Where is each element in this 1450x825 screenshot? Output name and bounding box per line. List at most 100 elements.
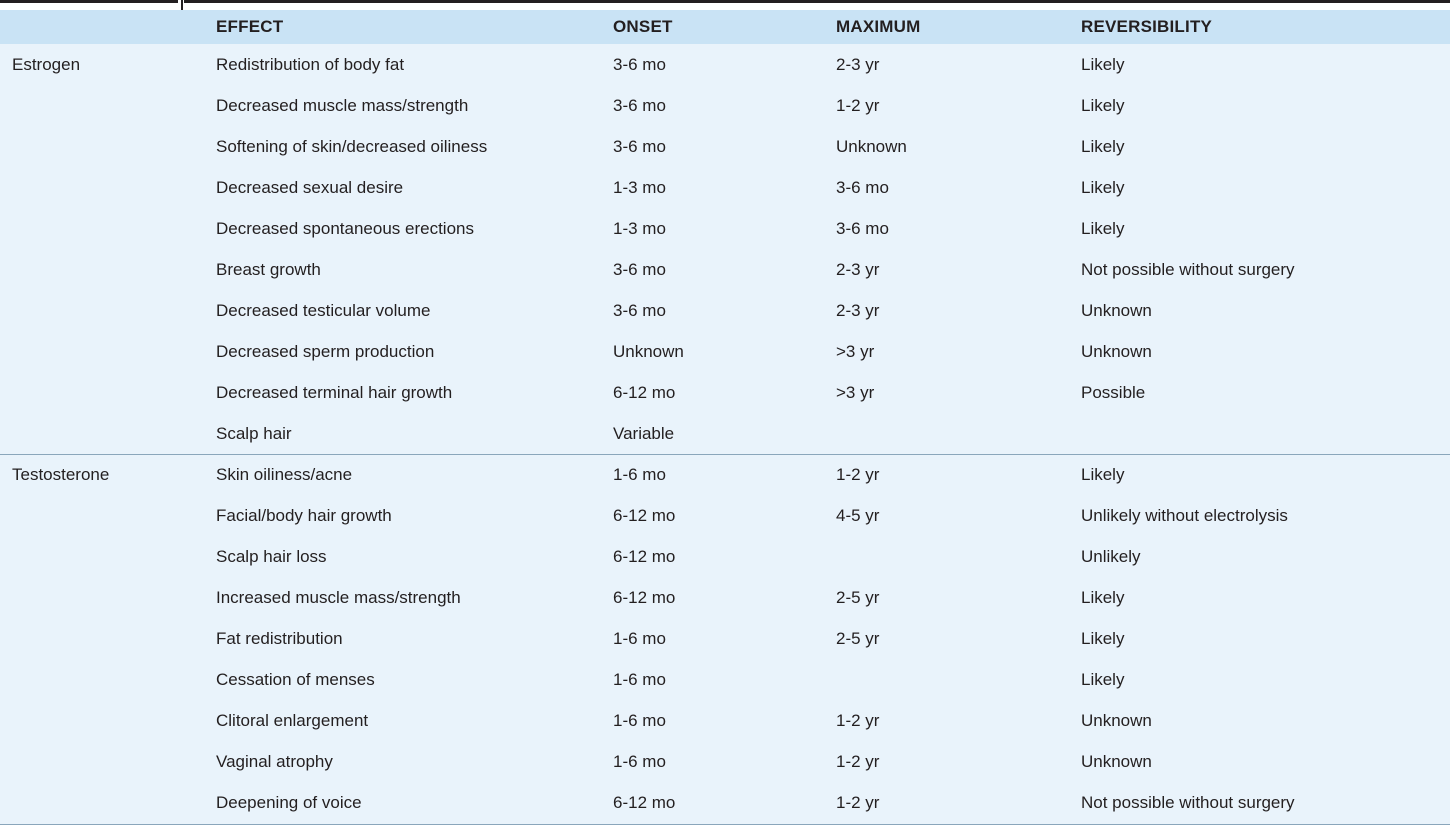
cell-maximum: Unknown: [836, 137, 907, 156]
table-row: Scalp hair loss 6-12 mo Unlikely: [0, 536, 1450, 577]
cell-onset: 6-12 mo: [613, 547, 676, 566]
table-row: Decreased sperm production Unknown >3 yr Un…: [0, 331, 1450, 372]
cell-reversibility: Not possible without surgery: [1081, 260, 1295, 279]
cell-reversibility: Likely: [1081, 178, 1125, 197]
cell-reversibility: Likely: [1081, 137, 1125, 156]
cell-onset: Unknown: [613, 342, 684, 361]
cell-reversibility: Likely: [1081, 96, 1125, 115]
table-row: Vaginal atrophy 1-6 mo 1-2 yr Unknown: [0, 741, 1450, 782]
cell-reversibility: Likely: [1081, 629, 1125, 648]
cell-maximum: 4-5 yr: [836, 506, 880, 525]
cell-reversibility: Possible: [1081, 383, 1146, 402]
cell-maximum: 2-5 yr: [836, 629, 880, 648]
cell-onset: 1-6 mo: [613, 711, 666, 730]
cell-effect: Decreased muscle mass/strength: [216, 96, 469, 115]
cell-onset: 1-3 mo: [613, 219, 666, 238]
cell-maximum: 2-5 yr: [836, 588, 880, 607]
cell-reversibility: Unlikely without electrolysis: [1081, 506, 1288, 525]
top-rule: [0, 0, 1450, 10]
cell-maximum: 2-3 yr: [836, 55, 880, 74]
cell-effect: Deepening of voice: [216, 793, 362, 812]
cell-effect: Decreased terminal hair growth: [216, 383, 453, 402]
table-row: Increased muscle mass/strength 6-12 mo 2-5…: [0, 577, 1450, 618]
cell-effect: Redistribution of body fat: [216, 55, 405, 74]
cell-effect: Fat redistribution: [216, 629, 343, 648]
cell-onset: 1-3 mo: [613, 178, 666, 197]
cell-effect: Decreased spontaneous erections: [216, 219, 474, 238]
cell-maximum: >3 yr: [836, 383, 875, 402]
cell-group: Testosterone: [12, 465, 110, 484]
header-onset: ONSET: [613, 17, 673, 36]
cell-reversibility: Not possible without surgery: [1081, 793, 1295, 812]
top-rule-left: [0, 0, 178, 3]
table-row: Decreased testicular volume 3-6 mo 2-3 yr U…: [0, 290, 1450, 331]
cell-effect: Clitoral enlargement: [216, 711, 369, 730]
cell-onset: 1-6 mo: [613, 465, 666, 484]
table-row: Breast growth 3-6 mo 2-3 yr Not possible wi…: [0, 249, 1450, 290]
table-row: Decreased terminal hair growth 6-12 mo >3 …: [0, 372, 1450, 413]
cell-effect: Vaginal atrophy: [216, 752, 333, 771]
table-row: Softening of skin/decreased oiliness 3-6 …: [0, 126, 1450, 167]
cell-reversibility: Likely: [1081, 219, 1125, 238]
cell-onset: 6-12 mo: [613, 506, 676, 525]
cell-effect: Decreased testicular volume: [216, 301, 431, 320]
cell-maximum: 1-2 yr: [836, 793, 880, 812]
table-row: Decreased sexual desire 1-3 mo 3-6 mo Likel…: [0, 167, 1450, 208]
cell-maximum: 1-2 yr: [836, 711, 880, 730]
table-row: Estrogen Redistribution of body fat 3-6 mo…: [0, 44, 1450, 85]
cell-effect: Breast growth: [216, 260, 321, 279]
cell-effect: Cessation of menses: [216, 670, 375, 689]
header-maximum: MAXIMUM: [836, 17, 921, 36]
cell-reversibility: Unlikely: [1081, 547, 1141, 566]
cell-onset: 3-6 mo: [613, 260, 666, 279]
cell-maximum: 2-3 yr: [836, 260, 880, 279]
cell-onset: 6-12 mo: [613, 383, 676, 402]
cell-maximum: 3-6 mo: [836, 219, 889, 238]
cell-effect: Decreased sperm production: [216, 342, 435, 361]
top-rule-tick: [181, 0, 183, 10]
table-row: Fat redistribution 1-6 mo 2-5 yr Likely: [0, 618, 1450, 659]
cell-maximum: 1-2 yr: [836, 96, 880, 115]
cell-onset: 1-6 mo: [613, 629, 666, 648]
table-row: Testosterone Skin oiliness/acne 1-6 mo 1-2 …: [0, 454, 1450, 495]
cell-reversibility: Unknown: [1081, 342, 1152, 361]
cell-onset: 3-6 mo: [613, 96, 666, 115]
cell-onset: 6-12 mo: [613, 588, 676, 607]
cell-effect: Skin oiliness/acne: [216, 465, 353, 484]
table-row: Decreased spontaneous erections 1-3 mo 3-6…: [0, 208, 1450, 249]
cell-reversibility: Likely: [1081, 55, 1125, 74]
cell-onset: 6-12 mo: [613, 793, 676, 812]
cell-reversibility: Unknown: [1081, 711, 1152, 730]
cell-onset: 1-6 mo: [613, 752, 666, 771]
cell-reversibility: Unknown: [1081, 301, 1152, 320]
table-row: Deepening of voice 6-12 mo 1-2 yr Not possi…: [0, 782, 1450, 823]
table-row: Scalp hair Variable: [0, 413, 1450, 454]
cell-effect: Facial/body hair growth: [216, 506, 392, 525]
top-rule-right: [184, 0, 1450, 3]
cell-effect: Scalp hair loss: [216, 547, 327, 566]
header-reversibility: REVERSIBILITY: [1081, 17, 1213, 36]
cell-onset: 3-6 mo: [613, 55, 666, 74]
cell-reversibility: Unknown: [1081, 752, 1152, 771]
cell-reversibility: Likely: [1081, 670, 1125, 689]
cell-reversibility: Likely: [1081, 588, 1125, 607]
cell-effect: Increased muscle mass/strength: [216, 588, 461, 607]
table-row: Clitoral enlargement 1-6 mo 1-2 yr Unknown: [0, 700, 1450, 741]
hormone-effects-table: EFFECT ONSET MAXIMUM REVERSIBILITY Estro…: [0, 10, 1450, 825]
cell-maximum: 3-6 mo: [836, 178, 889, 197]
group-divider: [0, 454, 1450, 455]
cell-onset: Variable: [613, 424, 675, 443]
cell-maximum: >3 yr: [836, 342, 875, 361]
cell-onset: 3-6 mo: [613, 137, 666, 156]
cell-maximum: 1-2 yr: [836, 465, 880, 484]
cell-maximum: 2-3 yr: [836, 301, 880, 320]
table-header-row: EFFECT ONSET MAXIMUM REVERSIBILITY: [0, 10, 1450, 44]
cell-reversibility: Likely: [1081, 465, 1125, 484]
cell-group: Estrogen: [12, 55, 81, 74]
table-row: Cessation of menses 1-6 mo Likely: [0, 659, 1450, 700]
cell-effect: Scalp hair: [216, 424, 292, 443]
table-row: Facial/body hair growth 6-12 mo 4-5 yr Unli…: [0, 495, 1450, 536]
table-row: Decreased muscle mass/strength 3-6 mo 1-2 …: [0, 85, 1450, 126]
cell-effect: Decreased sexual desire: [216, 178, 404, 197]
header-effect: EFFECT: [216, 17, 284, 36]
